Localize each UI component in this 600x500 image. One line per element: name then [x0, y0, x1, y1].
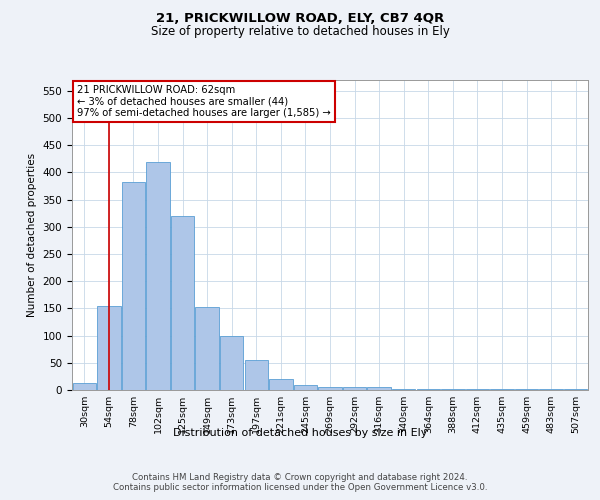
- Y-axis label: Number of detached properties: Number of detached properties: [27, 153, 37, 317]
- Bar: [466, 389, 489, 390]
- Bar: [122, 182, 145, 390]
- Bar: [319, 388, 341, 390]
- Bar: [146, 162, 170, 390]
- Text: 21 PRICKWILLOW ROAD: 62sqm
← 3% of detached houses are smaller (44)
97% of semi-: 21 PRICKWILLOW ROAD: 62sqm ← 3% of detac…: [77, 84, 331, 118]
- Bar: [73, 383, 96, 390]
- Bar: [294, 384, 317, 390]
- Bar: [97, 306, 121, 390]
- Text: Distribution of detached houses by size in Ely: Distribution of detached houses by size …: [173, 428, 427, 438]
- Bar: [245, 360, 268, 390]
- Bar: [392, 389, 415, 390]
- Bar: [343, 388, 366, 390]
- Bar: [367, 388, 391, 390]
- Bar: [441, 389, 464, 390]
- Text: Size of property relative to detached houses in Ely: Size of property relative to detached ho…: [151, 25, 449, 38]
- Bar: [416, 389, 440, 390]
- Bar: [269, 379, 293, 390]
- Bar: [564, 389, 587, 390]
- Text: 21, PRICKWILLOW ROAD, ELY, CB7 4QR: 21, PRICKWILLOW ROAD, ELY, CB7 4QR: [156, 12, 444, 26]
- Bar: [171, 216, 194, 390]
- Bar: [220, 336, 244, 390]
- Text: Contains HM Land Registry data © Crown copyright and database right 2024.
Contai: Contains HM Land Registry data © Crown c…: [113, 472, 487, 492]
- Bar: [196, 308, 219, 390]
